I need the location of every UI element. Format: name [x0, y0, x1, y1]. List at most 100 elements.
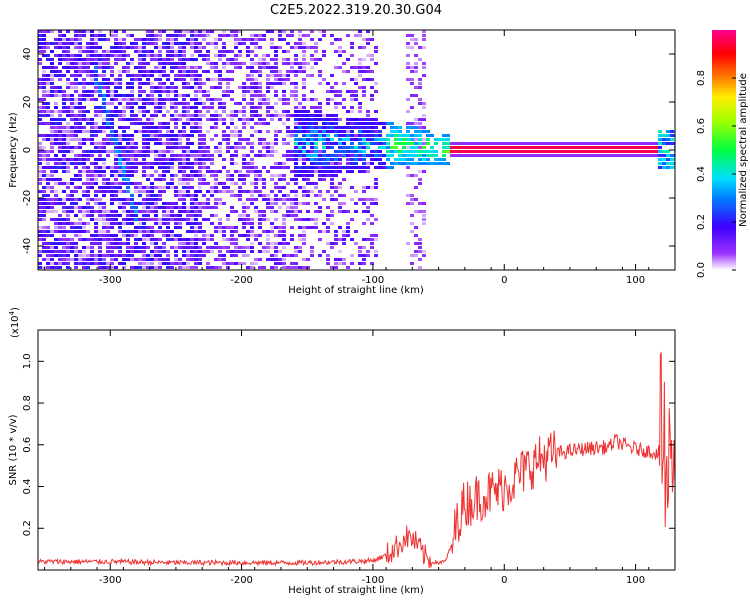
- heatmap-cell: [222, 90, 226, 93]
- heatmap-cell: [110, 222, 114, 225]
- heatmap-cell: [482, 154, 486, 157]
- heatmap-cell: [282, 226, 286, 229]
- heatmap-cell: [274, 50, 278, 53]
- heatmap-cell: [226, 138, 230, 141]
- heatmap-cell: [78, 154, 82, 157]
- heatmap-cell: [258, 62, 262, 65]
- heatmap-cell: [354, 242, 358, 245]
- heatmap-cell: [214, 126, 218, 129]
- heatmap-cell: [254, 90, 258, 93]
- heatmap-cell: [66, 126, 70, 129]
- heatmap-cell: [358, 122, 362, 125]
- heatmap-cell: [418, 102, 422, 105]
- heatmap-cell: [222, 50, 226, 53]
- heatmap-cell: [202, 174, 206, 177]
- heatmap-cell: [142, 62, 146, 65]
- heatmap-cell: [94, 126, 98, 129]
- heatmap-cell: [298, 218, 302, 221]
- heatmap-cell: [46, 58, 50, 61]
- heatmap-cell: [574, 150, 578, 153]
- heatmap-cell: [98, 142, 102, 145]
- heatmap-cell: [150, 266, 154, 269]
- heatmap-cell: [274, 94, 278, 97]
- heatmap-cell: [54, 110, 58, 113]
- heatmap-cell: [210, 238, 214, 241]
- heatmap-cell: [274, 58, 278, 61]
- heatmap-cell: [206, 118, 210, 121]
- heatmap-cell: [82, 158, 86, 161]
- heatmap-cell: [146, 166, 150, 169]
- heatmap-cell: [118, 94, 122, 97]
- heatmap-cell: [306, 130, 310, 133]
- heatmap-cell: [210, 62, 214, 65]
- heatmap-cell: [422, 114, 426, 117]
- heatmap-cell: [322, 114, 326, 117]
- heatmap-cell: [138, 262, 142, 265]
- heatmap-cell: [146, 146, 150, 149]
- heatmap-cell: [370, 158, 374, 161]
- heatmap-cell: [326, 254, 330, 257]
- heatmap-cell: [402, 154, 406, 157]
- heatmap-cell: [298, 238, 302, 241]
- heatmap-cell: [150, 138, 154, 141]
- heatmap-cell: [486, 150, 490, 153]
- heatmap-cell: [282, 82, 286, 85]
- heatmap-cell: [650, 142, 654, 145]
- heatmap-cell: [446, 146, 450, 149]
- heatmap-cell: [70, 98, 74, 101]
- heatmap-cell: [242, 250, 246, 253]
- heatmap-cell: [626, 154, 630, 157]
- heatmap-cell: [58, 158, 62, 161]
- heatmap-cell: [410, 106, 414, 109]
- heatmap-cell: [286, 50, 290, 53]
- heatmap-cell: [282, 178, 286, 181]
- heatmap-cell: [310, 118, 314, 121]
- heatmap-cell: [282, 114, 286, 117]
- heatmap-cell: [74, 98, 78, 101]
- heatmap-cell: [42, 110, 46, 113]
- heatmap-cell: [414, 210, 418, 213]
- heatmap-cell: [206, 170, 210, 173]
- heatmap-cell: [134, 114, 138, 117]
- heatmap-cell: [358, 130, 362, 133]
- heatmap-cell: [370, 246, 374, 249]
- heatmap-cell: [110, 122, 114, 125]
- heatmap-cell: [74, 266, 78, 269]
- heatmap-cell: [146, 214, 150, 217]
- heatmap-cell: [302, 242, 306, 245]
- heatmap-cell: [326, 114, 330, 117]
- heatmap-cell: [646, 146, 650, 149]
- heatmap-cell: [130, 166, 134, 169]
- heatmap-cell: [134, 170, 138, 173]
- heatmap-cell: [194, 202, 198, 205]
- heatmap-cell: [250, 158, 254, 161]
- heatmap-cell: [42, 46, 46, 49]
- heatmap-cell: [182, 194, 186, 197]
- heatmap-cell: [70, 66, 74, 69]
- heatmap-cell: [258, 250, 262, 253]
- heatmap-cell: [174, 186, 178, 189]
- heatmap-cell: [126, 182, 130, 185]
- heatmap-cell: [178, 94, 182, 97]
- heatmap-cell: [222, 42, 226, 45]
- heatmap-cell: [42, 194, 46, 197]
- heatmap-cell: [350, 138, 354, 141]
- heatmap-cell: [90, 242, 94, 245]
- heatmap-cell: [262, 54, 266, 57]
- heatmap-cell: [314, 218, 318, 221]
- heatmap-cell: [62, 162, 66, 165]
- heatmap-cell: [410, 38, 414, 41]
- heatmap-cell: [134, 66, 138, 69]
- heatmap-cell: [326, 206, 330, 209]
- heatmap-cell: [150, 50, 154, 53]
- heatmap-cell: [414, 38, 418, 41]
- heatmap-cell: [94, 210, 98, 213]
- heatmap-cell: [362, 170, 366, 173]
- heatmap-cell: [194, 82, 198, 85]
- heatmap-cell: [98, 186, 102, 189]
- heatmap-cell: [46, 266, 50, 269]
- heatmap-cell: [290, 150, 294, 153]
- heatmap-cell: [314, 182, 318, 185]
- heatmap-cell: [186, 138, 190, 141]
- heatmap-cell: [190, 42, 194, 45]
